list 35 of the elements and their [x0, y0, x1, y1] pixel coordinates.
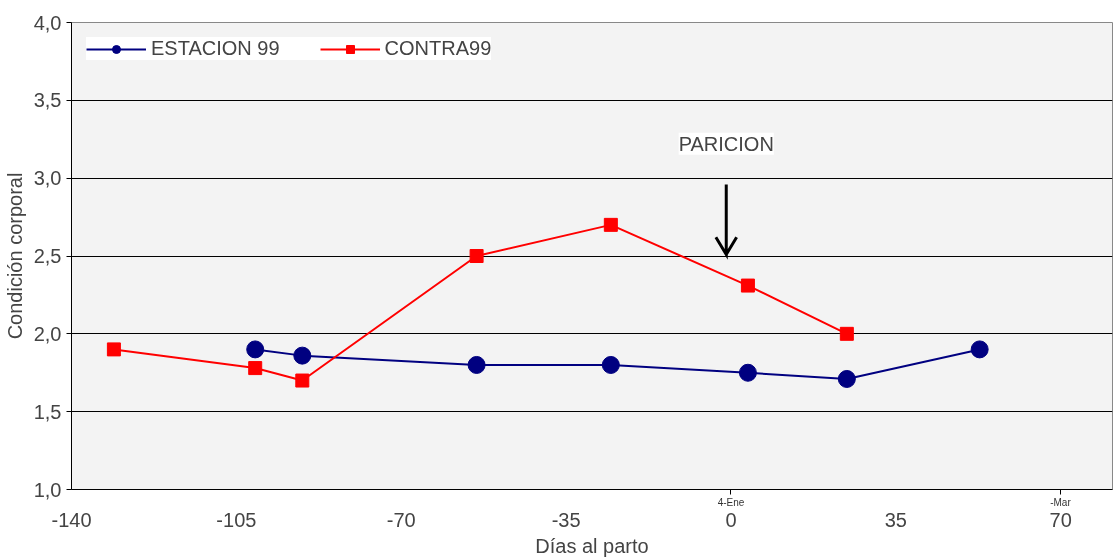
y-tick-label: 2,5	[33, 245, 62, 267]
y-axis-title: Condición corporal	[3, 172, 26, 340]
point	[970, 340, 989, 359]
ref-line-label: PARICION	[678, 132, 774, 155]
x-tick-label: -70	[386, 508, 416, 531]
x-tick-label: -35	[551, 508, 581, 531]
y-tick-label: 3,0	[33, 167, 62, 190]
point	[246, 340, 265, 359]
y-tick-label: 4,0	[33, 11, 62, 34]
point	[248, 361, 263, 376]
x-tick-label: 0	[725, 508, 737, 531]
point	[469, 249, 484, 263]
point	[740, 278, 755, 293]
x-tick-label: 35	[884, 508, 907, 531]
legend-label: CONTRA99	[384, 37, 492, 60]
point	[837, 369, 856, 388]
y-tick-label: 1,0	[33, 478, 62, 501]
point	[738, 363, 757, 382]
text: 4-Ene	[717, 496, 745, 508]
y-tick-label: 3,5	[33, 89, 62, 112]
point	[293, 346, 312, 365]
point	[839, 326, 854, 341]
point	[601, 355, 620, 374]
text: -Mar	[1050, 496, 1072, 508]
y-tick-label: 1,5	[33, 400, 62, 423]
point	[603, 217, 618, 232]
x-axis-title: Días al parto	[535, 534, 649, 557]
point	[106, 342, 121, 357]
y-tick-label: 2,0	[33, 322, 62, 345]
legend-label: ESTACION 99	[151, 37, 280, 60]
x-tick-label: -105	[216, 508, 257, 531]
x-tick-label: -140	[51, 508, 92, 531]
point	[295, 373, 310, 388]
point	[467, 355, 486, 374]
x-tick-label: 70	[1049, 508, 1072, 531]
